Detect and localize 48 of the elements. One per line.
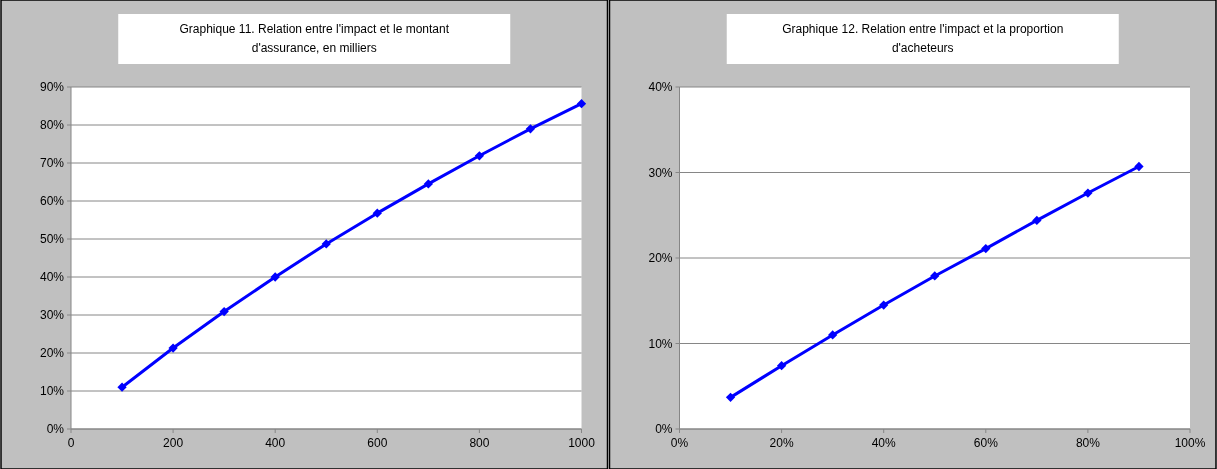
y-tick-label: 80% [39, 118, 65, 133]
x-tick-label: 0% [670, 436, 689, 450]
point [879, 300, 889, 310]
point [828, 330, 838, 340]
point [1134, 161, 1144, 172]
point [1083, 188, 1093, 198]
x-tick-label: 0 [67, 436, 75, 450]
point [930, 271, 940, 281]
y-tick-label: 90% [39, 80, 65, 95]
y-tick-label: 70% [39, 156, 65, 171]
point [219, 306, 229, 317]
point [423, 179, 433, 189]
point [1032, 215, 1042, 226]
point [168, 343, 178, 353]
y-tick-label: 20% [39, 346, 65, 361]
y-tick-label: 30% [39, 308, 65, 323]
x-tick-label: 400 [265, 436, 286, 450]
y-tick-label: 40% [39, 270, 65, 285]
x-tick-label: 40% [871, 436, 897, 450]
x-tick-label: 80% [1075, 436, 1101, 450]
y-tick-label: 0% [655, 422, 673, 437]
y-tick-label: 20% [648, 251, 673, 266]
point [117, 382, 127, 392]
x-tick-label: 20% [769, 436, 794, 450]
point [270, 272, 280, 282]
y-tick-label: 30% [648, 165, 673, 180]
y-tick-label: 0% [46, 422, 65, 437]
point [321, 239, 331, 249]
y-tick-label: 50% [39, 232, 65, 247]
x-tick-label: 60% [973, 436, 999, 450]
y-tick-label: 10% [648, 336, 673, 351]
point [576, 99, 587, 109]
y-tick-label: 10% [39, 384, 65, 399]
y-tick-label: 40% [648, 80, 673, 95]
x-tick-label: 1000 [568, 436, 596, 450]
point [981, 243, 991, 254]
x-tick-label: 200 [163, 436, 184, 450]
point [725, 392, 736, 403]
x-tick-label: 800 [469, 436, 490, 450]
point [776, 361, 787, 371]
point [525, 124, 536, 134]
chart-title: Graphique 11. Relation entre l'impact et le montant d'assurance, en milliers [179, 22, 450, 55]
x-tick-label: 100% [1174, 436, 1206, 450]
x-tick-label: 600 [367, 436, 388, 450]
y-tick-label: 60% [39, 194, 65, 209]
point [372, 208, 382, 218]
chart-title: Graphique 12. Relation entre l'impact et la proportion d'acheteurs [782, 22, 1064, 55]
point [474, 151, 485, 161]
